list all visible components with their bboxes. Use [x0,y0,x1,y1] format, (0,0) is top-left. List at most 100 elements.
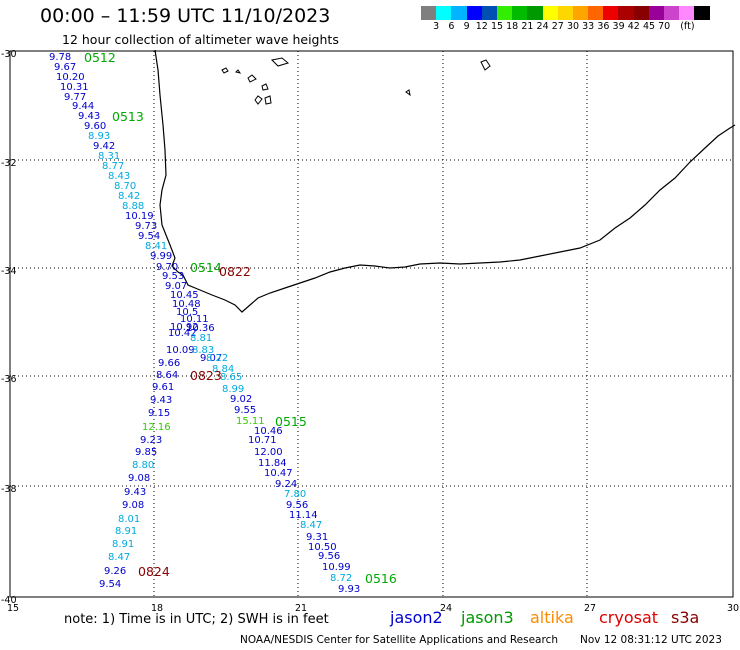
longitude-tick-label: 15 [7,603,19,614]
wave-height-value: 12.16 [142,422,171,433]
wave-height-value: 10.09 [166,345,195,356]
map-subtitle: 12 hour collection of altimeter wave hei… [62,32,339,47]
wave-height-value: 9.43 [124,487,146,498]
wave-height-value: 9.93 [338,584,360,595]
track-time-label: 0823 [190,368,222,383]
wave-height-value: 9.66 [158,358,180,369]
wave-height-value: 8.88 [122,201,144,212]
color-swatch [496,6,513,20]
wave-height-value: 9.23 [140,435,162,446]
color-scale-label: 39 [612,21,625,32]
latitude-tick-label: -30 [1,49,17,60]
color-scale-label: 12 [475,21,488,32]
wave-height-value: 10.11 [180,314,209,325]
wave-height-value: 12.00 [254,447,283,458]
satellite-legend-entry: jason2 [390,608,443,627]
color-swatch [588,6,604,20]
wave-height-value: 8.83 [192,345,214,356]
wave-height-value: 9.31 [306,532,328,543]
wave-height-value: 8.80 [132,460,154,471]
color-scale-label: 21 [521,21,534,32]
wave-height-value: 10.45 [170,290,199,301]
color-scale-label: 18 [506,21,519,32]
color-swatch [466,6,482,20]
color-swatch [603,6,619,20]
wave-height-value: 9.70 [156,262,178,273]
wave-height-value: 9.56 [286,500,308,511]
wave-height-value: 8.84 [212,364,234,375]
track-time-label: 0514 [190,260,222,275]
footer-date: Nov 12 08:31:12 UTC 2023 [580,634,722,646]
color-swatch [481,6,497,20]
wave-height-value: 9.44 [72,101,94,112]
wave-height-value: 10.5 [176,307,198,318]
track-time-label: 0822 [219,264,251,279]
satellite-track-labels: 0512 0513 0514 0515 0516 0822 0823 0824 [84,50,397,586]
wave-height-value: 8.31 [98,151,120,162]
color-swatch [557,6,573,20]
latitude-tick-label: -38 [1,484,17,495]
wave-height-value: 9.43 [150,395,172,406]
wave-height-value: 10.47 [264,468,293,479]
map-title: 00:00 – 11:59 UTC 11/10/2023 [40,5,331,27]
wave-height-value: 10.92 [170,322,199,333]
wave-height-value: 8.42 [118,191,140,202]
wave-height-value: 8.41 [145,241,167,252]
wave-height-value: 9.43 [78,111,100,122]
color-swatch [648,6,664,20]
satellite-legend-entry: jason3 [461,608,514,627]
track-time-label: 0824 [138,564,170,579]
color-scale-label: 70 [658,21,671,32]
wave-height-value: 9.67 [54,62,76,73]
color-scale-label: 6 [448,21,455,32]
wave-height-value: 10.20 [56,72,85,83]
wave-height-value: 9.42 [93,141,115,152]
wave-height-value: 10.71 [248,435,277,446]
wave-height-value: 9.77 [64,92,86,103]
wave-height-value: 9.02 [230,394,252,405]
wave-height-value: 10.50 [308,542,337,553]
lat-lon-grid [10,51,733,597]
wave-height-value: 9.26 [104,566,126,577]
color-scale-label: 27 [551,21,564,32]
wave-height-value: 8.81 [190,333,212,344]
wave-height-value: 10.99 [322,562,351,573]
color-scale-label: 45 [642,21,656,32]
wave-height-value: 9.73 [135,221,157,232]
footer-credit: NOAA/NESDIS Center for Satellite Applica… [240,634,558,646]
color-swatch [694,6,710,20]
color-scale-label: 36 [597,21,610,32]
color-swatch [421,6,437,20]
wave-height-value: 8.93 [88,131,110,142]
color-swatch [633,6,649,20]
track-time-label: 0513 [112,109,144,124]
track-time-label: 0512 [84,50,116,65]
wave-height-value: 8.47 [108,552,130,563]
footer-note: note: 1) Time is in UTC; 2) SWH is in fe… [64,612,329,627]
color-swatch [527,6,543,20]
wave-height-value: 9.78 [49,52,71,63]
map-frame [9,50,734,598]
longitude-tick-label: 30 [727,603,739,614]
color-scale-label: 24 [536,21,549,32]
longitude-tick-label: 24 [440,603,452,614]
coastline [154,49,736,313]
wave-height-value: 9.85 [135,447,157,458]
wave-height-value: 9.08 [122,500,144,511]
wave-height-value: 10.48 [172,299,201,310]
wave-height-value: 11.14 [289,510,318,521]
color-swatch [618,6,634,20]
satellite-legend-entry: altika [530,608,574,627]
wave-height-value: 7.80 [284,489,306,500]
wave-height-value: 10.19 [125,211,154,222]
wave-height-value: 9.61 [152,382,174,393]
color-scale-label: 9 [463,21,470,32]
wave-height-value: 9.08 [128,473,150,484]
wave-height-value: 8.01 [118,514,140,525]
longitude-tick-label: 18 [151,603,163,614]
color-swatch [451,6,467,20]
wave-height-value: 10.46 [254,426,283,437]
color-scale-label: 30 [566,21,580,32]
